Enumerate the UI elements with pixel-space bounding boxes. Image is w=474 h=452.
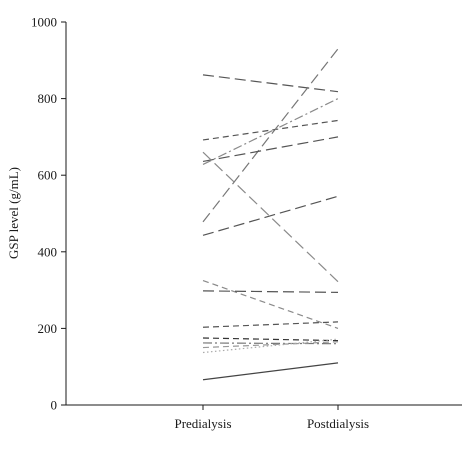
series-line xyxy=(202,362,339,381)
series-line xyxy=(202,290,339,293)
x-axis-ticks: Predialysis Postdialysis xyxy=(174,405,369,431)
series-line xyxy=(202,151,339,283)
y-tick-label: 1000 xyxy=(31,15,57,30)
series-line xyxy=(202,119,339,141)
y-tick-label: 600 xyxy=(38,168,58,183)
series-line xyxy=(202,337,339,342)
series-line xyxy=(202,279,339,329)
series-line xyxy=(202,341,339,349)
series-lines xyxy=(202,48,339,381)
series-line xyxy=(202,98,339,166)
y-tick-label: 0 xyxy=(51,398,58,413)
series-line xyxy=(202,321,339,328)
series-line xyxy=(202,342,339,345)
series-line xyxy=(202,48,339,223)
chart-axes xyxy=(65,22,462,406)
series-line xyxy=(202,74,339,93)
y-tick-label: 400 xyxy=(38,244,58,259)
x-tick-label: Postdialysis xyxy=(307,416,369,431)
series-line xyxy=(202,136,339,163)
series-line xyxy=(202,338,339,354)
y-tick-label: 800 xyxy=(38,91,58,106)
y-axis-title: GSP level (g/mL) xyxy=(6,167,21,259)
x-tick-label: Predialysis xyxy=(174,416,231,431)
y-tick-label: 200 xyxy=(38,321,58,336)
series-line xyxy=(202,195,339,236)
y-axis-ticks: 0 200 400 600 800 1000 xyxy=(31,15,66,413)
